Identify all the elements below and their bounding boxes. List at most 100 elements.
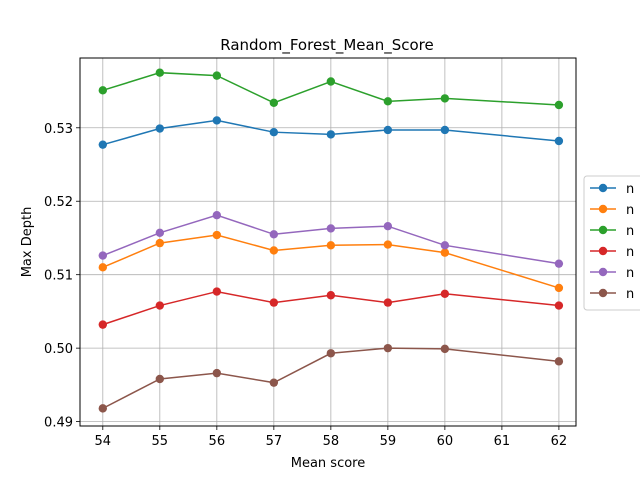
legend-label: n <box>626 224 634 239</box>
data-point <box>440 241 450 250</box>
data-point <box>269 246 279 255</box>
data-point <box>440 248 450 257</box>
legend-label: n <box>626 266 634 281</box>
data-point <box>383 298 393 307</box>
data-point <box>269 378 279 387</box>
data-point <box>440 289 450 298</box>
data-point <box>383 222 393 231</box>
legend-marker <box>598 288 608 298</box>
data-point <box>554 301 564 310</box>
x-tick-label: 59 <box>380 434 397 449</box>
data-point <box>212 71 222 80</box>
data-point <box>269 127 279 137</box>
data-point <box>155 374 165 384</box>
data-point <box>440 94 450 103</box>
y-tick-label: 0.50 <box>44 342 73 357</box>
legend-entry: n <box>590 266 634 281</box>
data-point <box>269 298 279 307</box>
data-point <box>212 287 222 296</box>
data-point <box>326 349 336 358</box>
x-axis-title: Mean score <box>291 456 365 471</box>
data-point <box>326 241 336 250</box>
series-2 <box>98 230 564 293</box>
legend-entry: n <box>590 182 634 197</box>
legend-label: n <box>626 182 634 197</box>
plot-frame <box>79 57 577 427</box>
series-line <box>102 234 560 289</box>
y-tick-label: 0.53 <box>44 122 73 137</box>
legend-label: n <box>626 203 634 218</box>
data-point <box>212 210 222 220</box>
series-line <box>102 214 560 265</box>
x-tick-label: 55 <box>152 434 169 449</box>
data-point <box>98 140 108 149</box>
y-tick-label: 0.49 <box>44 416 73 431</box>
x-tick-label: 58 <box>323 434 340 449</box>
data-point <box>440 344 450 354</box>
data-point <box>554 259 564 268</box>
data-point <box>554 100 564 110</box>
data-point <box>383 240 393 249</box>
data-point <box>440 125 450 135</box>
legend-entry: n <box>590 287 634 302</box>
y-tick-label: 0.52 <box>44 195 73 210</box>
legend-marker <box>598 225 608 235</box>
data-point <box>98 263 108 272</box>
data-point <box>326 130 336 139</box>
series-3 <box>98 68 564 110</box>
data-point <box>326 77 336 86</box>
data-point <box>98 86 108 95</box>
data-point <box>554 283 564 293</box>
legend-marker <box>598 267 608 277</box>
data-point <box>383 125 393 135</box>
data-point <box>554 357 564 366</box>
y-axis-title: Max Depth <box>20 207 35 278</box>
data-point <box>383 97 393 106</box>
legend-label: n <box>626 245 634 260</box>
axis-ticks: 54 55 56 57 58 59 60 61 62 0.49 0.50 0.51 0.52 0.53 <box>44 122 567 449</box>
data-point <box>554 136 564 146</box>
data-point <box>155 124 165 133</box>
y-tick-label: 0.51 <box>44 269 73 284</box>
series-line <box>102 347 559 410</box>
data-point <box>155 238 165 248</box>
series-lines <box>98 68 564 413</box>
data-point <box>269 98 279 108</box>
data-point <box>212 230 222 240</box>
series-6 <box>98 343 564 413</box>
legend-marker <box>598 246 608 256</box>
x-tick-label: 54 <box>95 434 112 449</box>
x-tick-label: 61 <box>494 434 511 449</box>
data-point <box>98 404 108 413</box>
data-point <box>98 251 108 260</box>
legend-entry: n <box>590 203 634 218</box>
x-tick-label: 62 <box>551 434 568 449</box>
legend-entry: n <box>590 224 634 239</box>
data-point <box>326 224 336 233</box>
grid <box>80 58 576 426</box>
data-point <box>155 301 165 310</box>
data-point <box>383 343 393 353</box>
data-point <box>155 228 165 238</box>
legend-entry: n <box>590 245 634 260</box>
data-point <box>326 291 336 300</box>
series-line <box>102 119 559 146</box>
data-point <box>98 320 108 329</box>
x-tick-label: 56 <box>209 434 226 449</box>
series-line <box>102 290 559 326</box>
x-tick-label: 60 <box>437 434 454 449</box>
data-point <box>212 368 222 378</box>
legend-marker <box>598 183 608 193</box>
x-tick-label: 57 <box>266 434 283 449</box>
series-4 <box>98 287 564 329</box>
series-line <box>102 71 559 106</box>
legend-label: n <box>626 287 634 302</box>
series-1 <box>98 116 564 149</box>
series-5 <box>98 210 564 268</box>
data-point <box>269 230 279 239</box>
chart-title: Random_Forest_Mean_Score <box>220 36 434 55</box>
legend-marker <box>598 204 608 214</box>
data-point <box>212 116 222 125</box>
